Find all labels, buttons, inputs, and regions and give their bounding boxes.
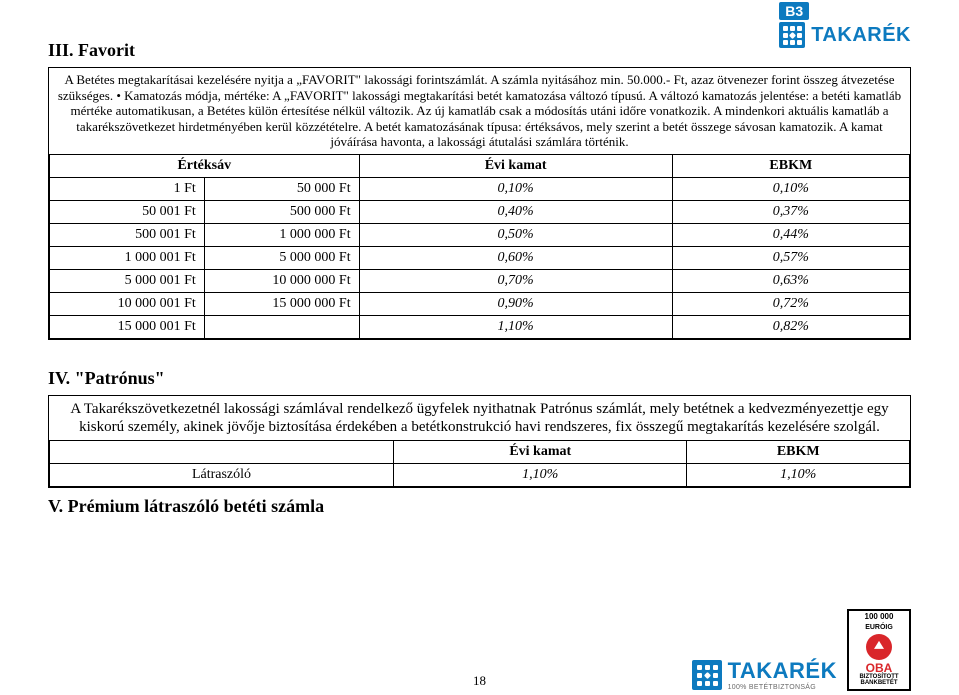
range-from: 50 001 Ft [50,200,205,223]
ebkm-value: 0,10% [672,177,909,200]
section4-heading: IV. "Patrónus" [48,368,911,389]
range-from: 1 000 001 Ft [50,246,205,269]
brand-header: B3 TAKARÉK [779,2,911,48]
ebkm-value: 0,37% [672,200,909,223]
col-empty [50,440,394,463]
rate-value: 0,10% [359,177,672,200]
logo-icon [779,22,805,48]
range-from: 10 000 001 Ft [50,292,205,315]
range-to: 10 000 000 Ft [204,269,359,292]
section4-table: Évi kamat EBKM Látraszóló 1,10% 1,10% [49,440,910,487]
table-row: 1 000 001 Ft5 000 000 Ft0,60%0,57% [50,246,910,269]
row-rate: 1,10% [522,467,558,482]
oba-name: OBA [849,662,909,674]
table-row: 10 000 001 Ft15 000 000 Ft0,90%0,72% [50,292,910,315]
col-rate4: Évi kamat [394,440,687,463]
range-to: 50 000 Ft [204,177,359,200]
ebkm-value: 0,63% [672,269,909,292]
table-row: 5 000 001 Ft10 000 000 Ft0,70%0,63% [50,269,910,292]
ebkm-value: 0,82% [672,315,909,338]
rate-value: 0,90% [359,292,672,315]
table-row: 500 001 Ft1 000 000 Ft0,50%0,44% [50,223,910,246]
table-row: 1 Ft50 000 Ft0,10%0,10% [50,177,910,200]
brand-logo-footer: TAKARÉK 100% BETÉTBIZTONSÁG [692,658,837,691]
range-to: 5 000 000 Ft [204,246,359,269]
b3-badge: B3 [779,2,809,20]
brand-name-footer: TAKARÉK [728,658,837,684]
section3-table: Értéksáv Évi kamat EBKM 1 Ft50 000 Ft0,1… [49,154,910,339]
col-rate: Évi kamat [359,154,672,177]
rate-value: 0,40% [359,200,672,223]
rate-value: 0,50% [359,223,672,246]
logo-icon [692,660,722,690]
range-from: 1 Ft [50,177,205,200]
ebkm-value: 0,72% [672,292,909,315]
range-from: 500 001 Ft [50,223,205,246]
range-to: 500 000 Ft [204,200,359,223]
col-band: Értéksáv [50,154,360,177]
range-to [204,315,359,338]
section5-heading: V. Prémium látraszóló betéti számla [48,496,911,517]
oba-top2: EURÓIG [849,622,909,632]
section3-intro: A Betétes megtakarításai kezelésére nyit… [49,68,910,154]
brand-logo: TAKARÉK [779,22,911,48]
row-ebkm: 1,10% [780,467,816,482]
ebkm-value: 0,44% [672,223,909,246]
range-to: 15 000 000 Ft [204,292,359,315]
brand-footer: TAKARÉK 100% BETÉTBIZTONSÁG 100 000 EURÓ… [692,609,911,691]
table-row: 15 000 001 Ft 1,10%0,82% [50,315,910,338]
rate-value: 0,60% [359,246,672,269]
oba-badge: 100 000 EURÓIG OBA BIZTOSÍTOTT BANKBETÉT [847,609,911,691]
section4-intro: A Takarékszövetkezetnél lakossági számlá… [49,396,910,440]
oba-sub2: BANKBETÉT [849,680,909,687]
row-label: Látraszóló [50,463,394,486]
brand-name: TAKARÉK [811,24,911,47]
col-ebkm4: EBKM [687,440,910,463]
range-from: 15 000 001 Ft [50,315,205,338]
rate-value: 0,70% [359,269,672,292]
oba-icon [866,634,892,660]
rate-value: 1,10% [359,315,672,338]
col-ebkm: EBKM [672,154,909,177]
oba-top1: 100 000 [849,611,909,622]
brand-tagline: 100% BETÉTBIZTONSÁG [728,684,837,691]
table-row: Látraszóló 1,10% 1,10% [50,463,910,486]
range-from: 5 000 001 Ft [50,269,205,292]
ebkm-value: 0,57% [672,246,909,269]
table-row: 50 001 Ft500 000 Ft0,40%0,37% [50,200,910,223]
range-to: 1 000 000 Ft [204,223,359,246]
